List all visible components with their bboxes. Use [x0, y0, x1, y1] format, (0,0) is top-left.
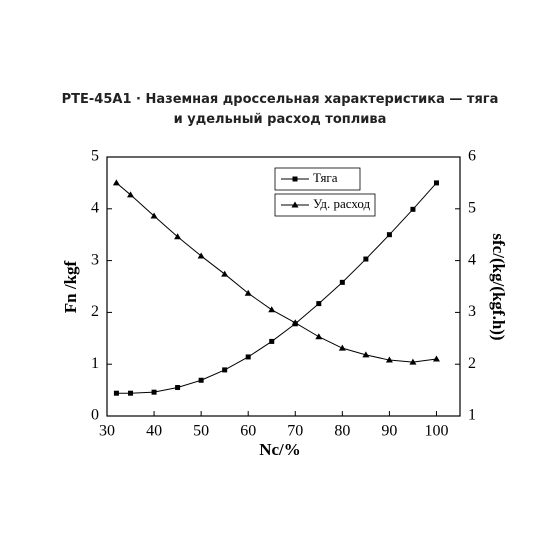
legend-box [274, 193, 376, 217]
marker [174, 233, 182, 240]
marker [245, 354, 251, 360]
y2-tick-label: 4 [468, 251, 476, 268]
plot-frame [106, 156, 461, 417]
y-tick-label: 2 [91, 303, 99, 320]
marker [316, 301, 322, 307]
marker [112, 179, 120, 186]
marker [198, 377, 204, 383]
marker [151, 389, 157, 395]
marker [222, 367, 228, 373]
x-tick-label: 70 [287, 423, 303, 440]
marker [127, 191, 135, 198]
marker [409, 358, 417, 365]
marker [268, 306, 276, 313]
x-tick-label: 60 [240, 423, 256, 440]
marker [363, 256, 369, 262]
y2-tick-label: 1 [468, 407, 476, 424]
y-tick-label: 5 [91, 148, 99, 165]
marker [197, 252, 205, 259]
x-tick-label: 90 [381, 423, 397, 440]
marker [339, 279, 345, 285]
y-tick-label: 4 [91, 199, 99, 216]
x-axis-label: Nc/% [259, 440, 301, 459]
y-tick-label: 3 [91, 251, 99, 268]
marker [338, 344, 346, 351]
marker [291, 319, 299, 326]
x-tick-label: 30 [99, 423, 115, 440]
y-tick-label: 0 [91, 407, 99, 424]
x-tick-label: 50 [193, 423, 209, 440]
legend-box [274, 167, 361, 191]
marker [410, 206, 416, 212]
marker [292, 176, 298, 182]
marker [175, 385, 181, 391]
marker [113, 390, 119, 396]
marker [315, 333, 323, 340]
y2-tick-label: 3 [468, 303, 476, 320]
chart-title: PTE-45A1 · Наземная дроссельная характер… [61, 92, 499, 127]
marker [385, 356, 393, 363]
y-tick-label: 1 [91, 355, 99, 372]
y2-tick-label: 6 [468, 148, 476, 165]
marker [433, 180, 439, 186]
x-tick-label: 100 [424, 423, 448, 440]
marker [150, 212, 158, 219]
y2-tick-label: 2 [468, 355, 476, 372]
x-tick-label: 40 [146, 423, 162, 440]
y-axis-label: Fn /kgf [61, 260, 80, 313]
marker [244, 289, 252, 296]
marker [386, 232, 392, 238]
marker [128, 390, 134, 396]
marker [221, 270, 229, 277]
legend-label: Уд. расход [313, 196, 370, 211]
y2-tick-label: 5 [468, 199, 476, 216]
legend-label: Тяга [313, 170, 338, 185]
marker [432, 355, 440, 362]
marker [362, 351, 370, 358]
x-tick-label: 80 [334, 423, 350, 440]
marker [269, 338, 275, 344]
y2-axis-label: sfc/(kg/(kgf.h)) [489, 233, 508, 340]
marker [291, 201, 299, 208]
